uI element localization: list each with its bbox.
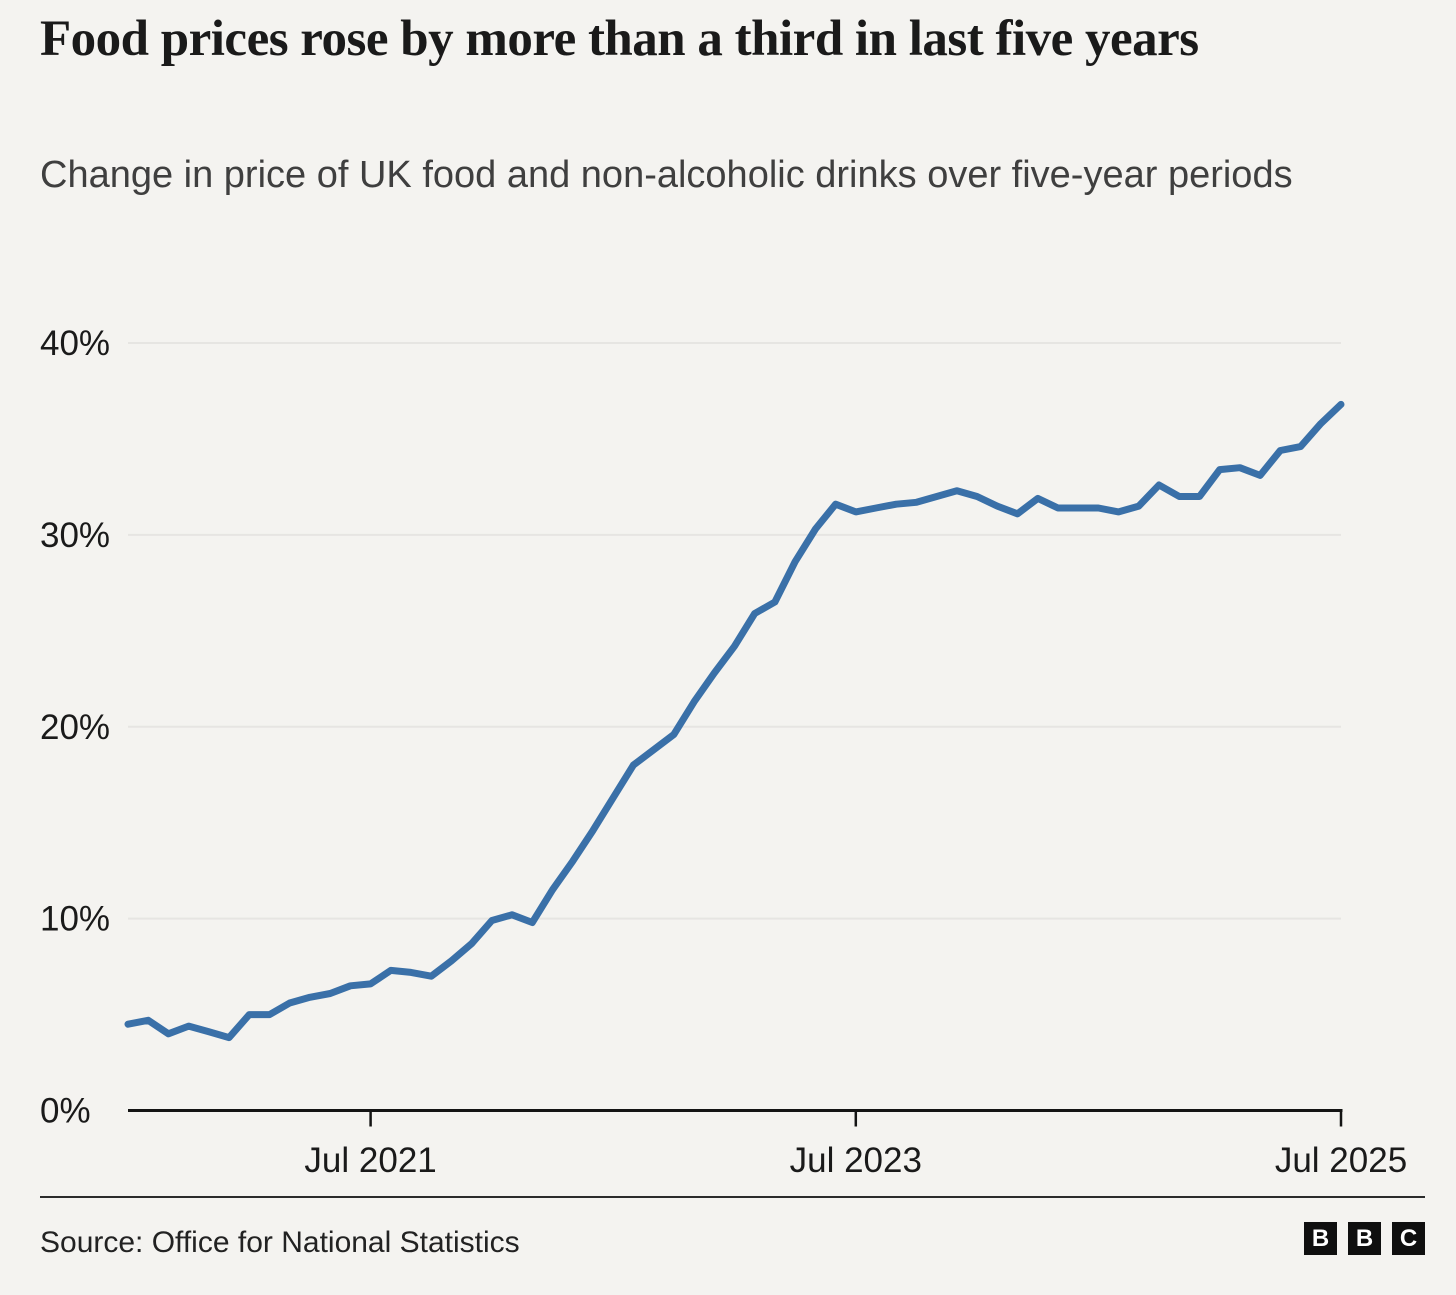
y-axis-tick-label: 30% (40, 516, 110, 555)
y-axis-tick-label: 20% (40, 708, 110, 747)
y-axis-tick-label: 0% (40, 1092, 91, 1131)
bbc-logo: B B C (1304, 1222, 1425, 1255)
x-axis-tick-label: Jul 2023 (790, 1141, 922, 1180)
bbc-logo-block-b2: B (1348, 1222, 1381, 1255)
chart-subtitle: Change in price of UK food and non-alcoh… (40, 154, 1293, 196)
chart-title: Food prices rose by more than a third in… (40, 11, 1199, 67)
footer-divider (40, 1196, 1425, 1198)
y-axis-tick-label: 40% (40, 324, 110, 363)
y-axis-tick-label: 10% (40, 900, 110, 939)
bbc-logo-block-b1: B (1304, 1222, 1337, 1255)
x-axis-tick-label: Jul 2025 (1275, 1141, 1407, 1180)
bbc-logo-block-c: C (1392, 1222, 1425, 1255)
source-label: Source: Office for National Statistics (40, 1226, 520, 1259)
data-line-food-prices (124, 400, 1345, 1042)
x-axis-tick-label: Jul 2021 (304, 1141, 436, 1180)
